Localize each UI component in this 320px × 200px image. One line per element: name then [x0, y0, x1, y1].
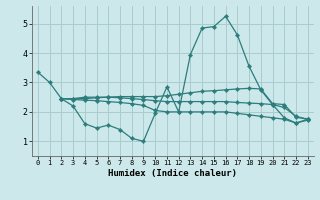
X-axis label: Humidex (Indice chaleur): Humidex (Indice chaleur) — [108, 169, 237, 178]
